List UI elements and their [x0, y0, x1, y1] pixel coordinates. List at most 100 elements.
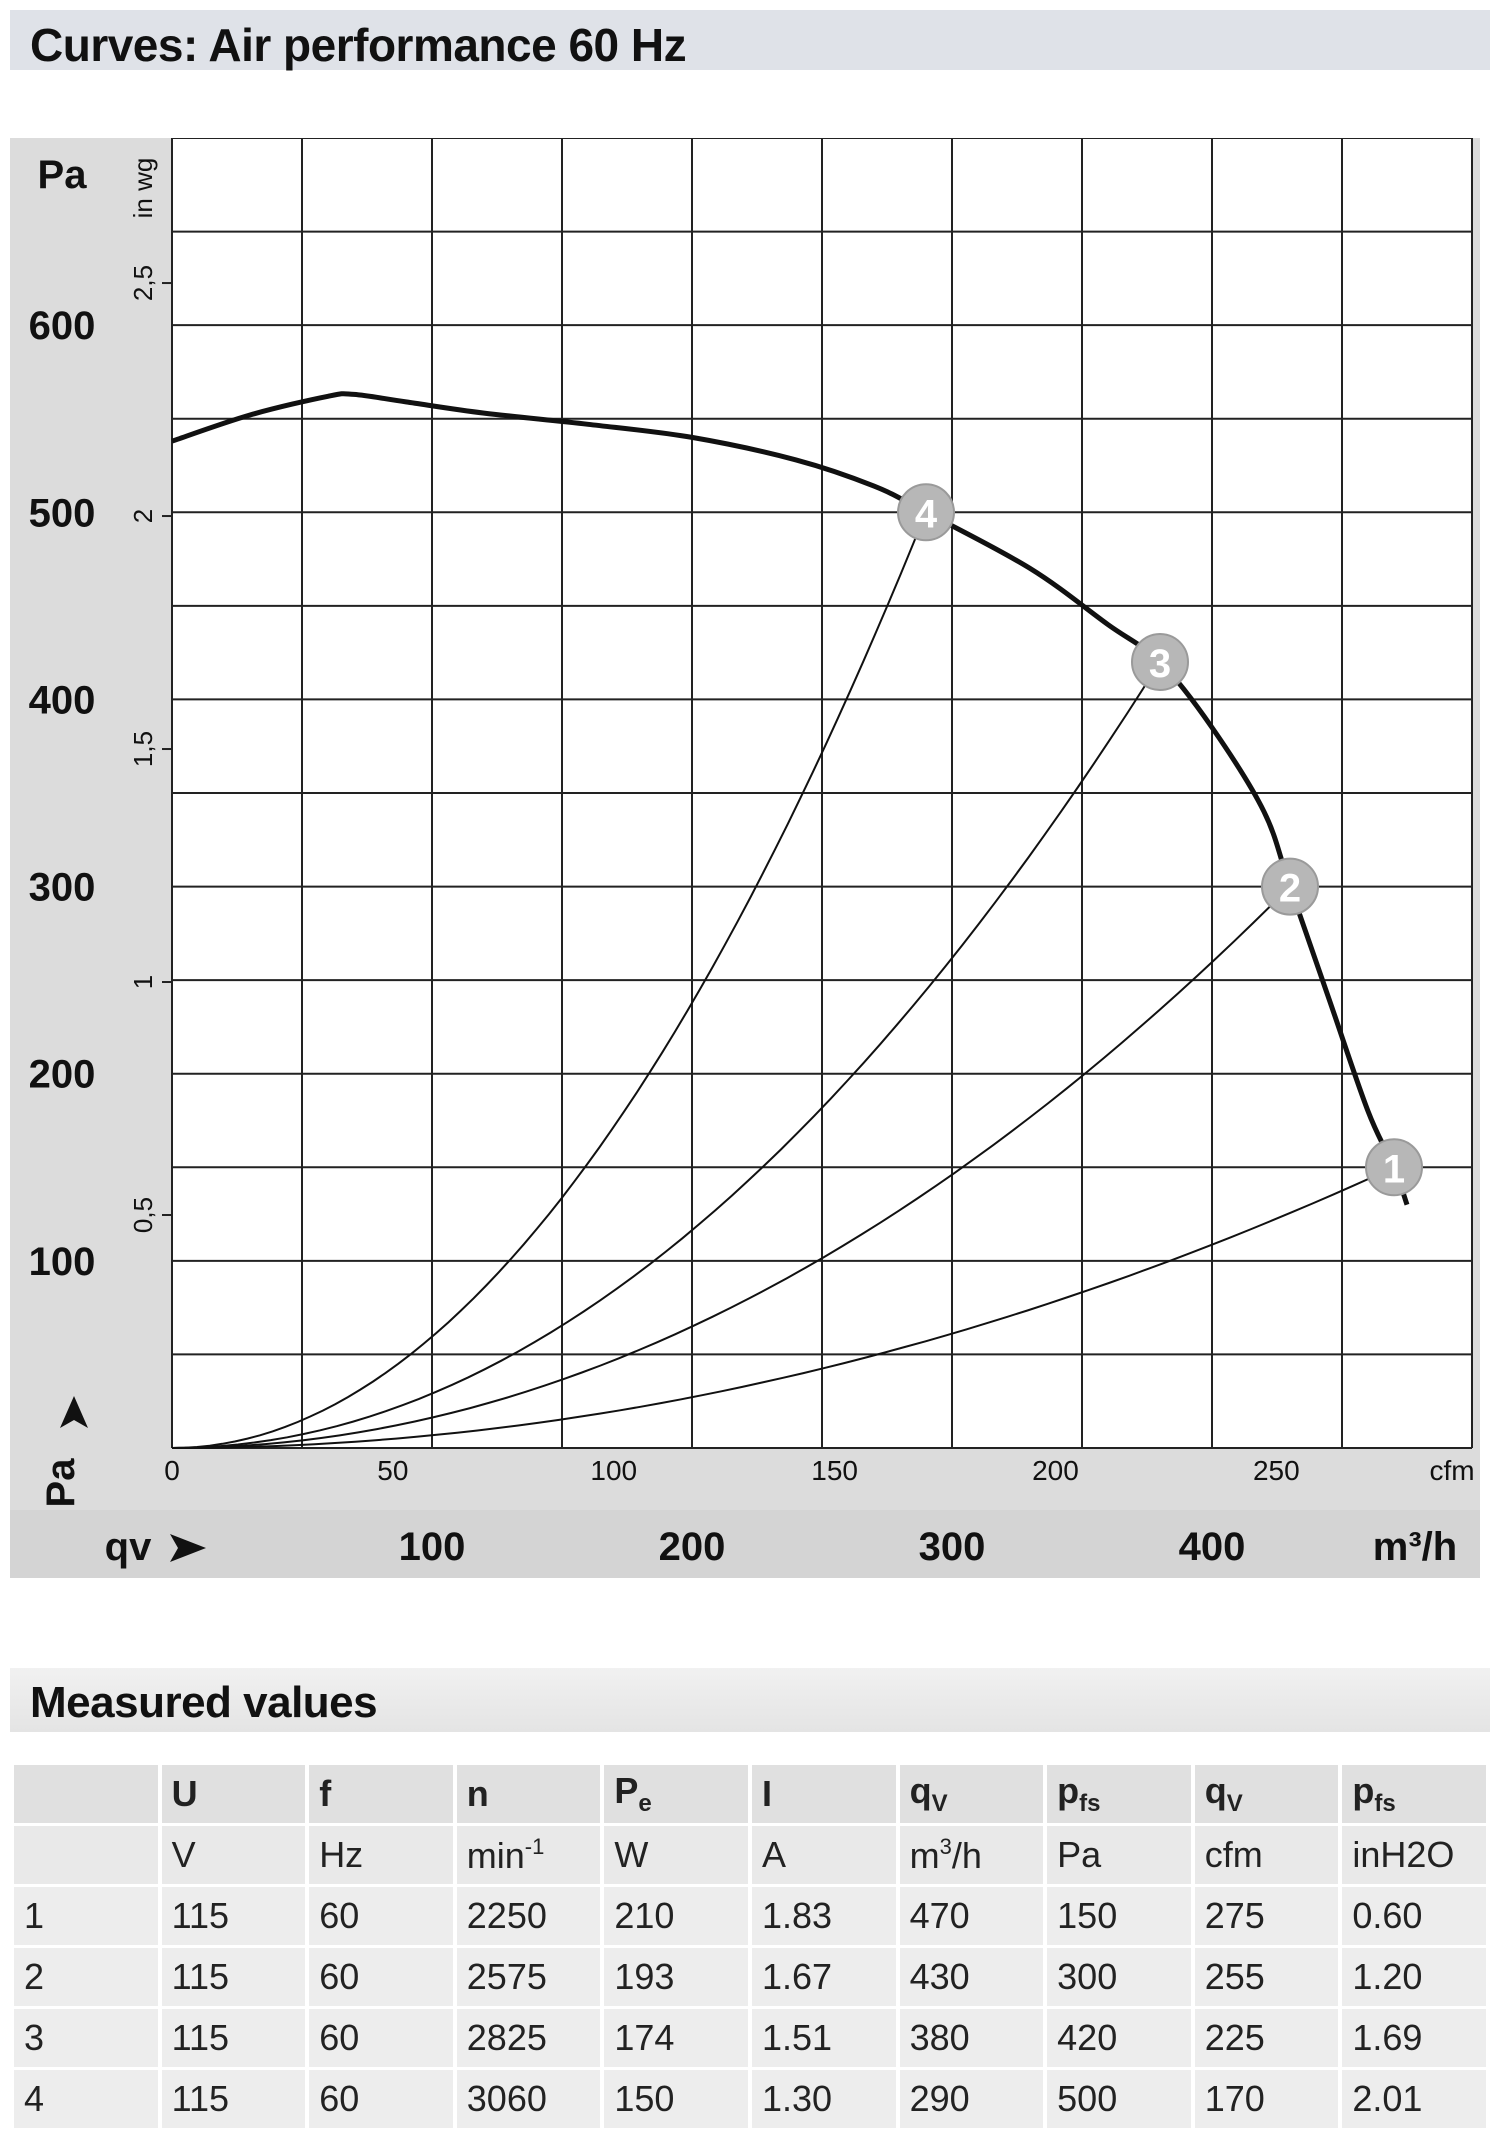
table-cell: cfm [1194, 1826, 1339, 1884]
table-cell: W [604, 1826, 748, 1884]
y-tick-label-inwg: 2,5 [128, 265, 158, 301]
table-cell: 420 [1047, 2009, 1191, 2067]
operating-point-marker [1365, 1138, 1423, 1197]
air-performance-chart: 100 200 300 400 500 600 Pa 0,5 1 1,5 2 2,5 in wg Pa 0 5… [10, 138, 1480, 1578]
x-tick-label-cfm: 50 [377, 1455, 408, 1486]
measured-values-header: Measured values [10, 1668, 1490, 1732]
table-cell: 115 [161, 2009, 306, 2067]
table-cell: 2575 [456, 1948, 601, 2006]
table-cell: 0.60 [1342, 1887, 1486, 1945]
table-cell: A [751, 1826, 896, 1884]
x-tick-label-cfm: 250 [1253, 1455, 1300, 1486]
table-cell: qV [899, 1765, 1044, 1823]
system-curve-3 [171, 661, 1161, 1449]
operating-point-label: 2 [1279, 867, 1301, 911]
x-axis-band [10, 1510, 1480, 1578]
table-cell: 380 [899, 2009, 1044, 2067]
chart-panel: 100 200 300 400 500 600 Pa 0,5 1 1,5 2 2,5 in wg Pa 0 5… [10, 138, 1480, 1578]
table-cell: 1.83 [751, 1887, 896, 1945]
table-row: 4 115 60 3060 150 1.30 290 500 170 2.01 [14, 2070, 1486, 2128]
table-cell: 1.69 [1342, 2009, 1486, 2067]
table-row: 2 115 60 2575 193 1.67 430 300 255 1.20 [14, 1948, 1486, 2006]
x-tick-label-m3h: 100 [399, 1525, 466, 1569]
table-cell: 2825 [456, 2009, 601, 2067]
table-cell: m3/h [899, 1826, 1044, 1884]
table-cell: 2250 [456, 1887, 601, 1945]
table-cell: pfs [1047, 1765, 1191, 1823]
y-tick-label-inwg: 0,5 [128, 1197, 158, 1233]
table-cell: Hz [309, 1826, 453, 1884]
y-tick-label-pa: 300 [29, 866, 96, 910]
table-cell: V [161, 1826, 306, 1884]
table-cell: 115 [161, 1948, 306, 2006]
table-cell: 500 [1047, 2070, 1191, 2128]
table-cell: 3 [14, 2009, 158, 2067]
y-tick-label-inwg: 1 [128, 975, 158, 989]
table-cell: min-1 [456, 1826, 601, 1884]
operating-point-marker [1131, 633, 1189, 691]
table-cell: 115 [161, 2070, 306, 2128]
x-tick-label-cfm: 150 [811, 1455, 858, 1486]
y-tick-label-pa: 600 [29, 304, 96, 348]
y-tick-label-pa: 200 [29, 1053, 96, 1097]
y-tick-label-inwg: 2 [128, 509, 158, 523]
system-curve-1 [171, 1166, 1395, 1449]
table-cell [14, 1826, 158, 1884]
x-top-unit-label: cfm [1429, 1455, 1474, 1486]
table-cell [14, 1765, 158, 1823]
table-cell: qV [1194, 1765, 1339, 1823]
table-cell: 275 [1194, 1887, 1339, 1945]
table-cell: U [161, 1765, 306, 1823]
table-cell: 1 [14, 1887, 158, 1945]
operating-point-marker [897, 483, 955, 542]
operating-point-label: 3 [1149, 642, 1171, 686]
table-cell: 255 [1194, 1948, 1339, 2006]
table-cell: 150 [604, 2070, 748, 2128]
table-row: 1 115 60 2250 210 1.83 470 150 275 0.60 [14, 1887, 1486, 1945]
table-cell: 60 [309, 1948, 453, 2006]
x-tick-label-cfm: 200 [1032, 1455, 1079, 1486]
table-cell: 225 [1194, 2009, 1339, 2067]
x-axis-arrow-icon [170, 1534, 206, 1562]
table-cell: 193 [604, 1948, 748, 2006]
table-cell: 210 [604, 1887, 748, 1945]
x-axis-symbol: qv [105, 1525, 152, 1569]
operating-point-marker [1261, 857, 1319, 916]
table-cell: 1.67 [751, 1948, 896, 2006]
table-cell: 60 [309, 1887, 453, 1945]
table-cell: 170 [1194, 2070, 1339, 2128]
table-cell: Pa [1047, 1826, 1191, 1884]
y-tick-label-pa: 100 [29, 1240, 96, 1284]
table-cell: 4 [14, 2070, 158, 2128]
table-cell: 150 [1047, 1887, 1191, 1945]
x-tick-label-cfm: 100 [590, 1455, 637, 1486]
table-cell: 3060 [456, 2070, 601, 2128]
table-cell: 1.20 [1342, 1948, 1486, 2006]
page-title: Curves: Air performance 60 Hz [30, 19, 687, 71]
y-axis-arrow-icon [60, 1396, 88, 1428]
x-tick-label-m3h: 400 [1179, 1525, 1246, 1569]
table-cell: 60 [309, 2009, 453, 2067]
title-bar: Curves: Air performance 60 Hz [10, 10, 1490, 71]
table-cell: 2 [14, 1948, 158, 2006]
operating-point-label: 1 [1383, 1147, 1405, 1191]
table-cell: 60 [309, 2070, 453, 2128]
table-cell: 1.30 [751, 2070, 896, 2128]
table-row: 3 115 60 2825 174 1.51 380 420 225 1.69 [14, 2009, 1486, 2067]
table-cell: 470 [899, 1887, 1044, 1945]
x-tick-label-m3h: 300 [919, 1525, 986, 1569]
table-cell: Pe [604, 1765, 748, 1823]
table-cell: pfs [1342, 1765, 1486, 1823]
table-cell: 174 [604, 2009, 748, 2067]
table-cell: 1.51 [751, 2009, 896, 2067]
system-curve-2 [171, 885, 1291, 1449]
operating-point-label: 4 [915, 492, 938, 536]
table-cell: 430 [899, 1948, 1044, 2006]
x-tick-label-m3h: 200 [659, 1525, 726, 1569]
table-cell: 290 [899, 2070, 1044, 2128]
table-cell: n [456, 1765, 601, 1823]
table-cell: 300 [1047, 1948, 1191, 2006]
